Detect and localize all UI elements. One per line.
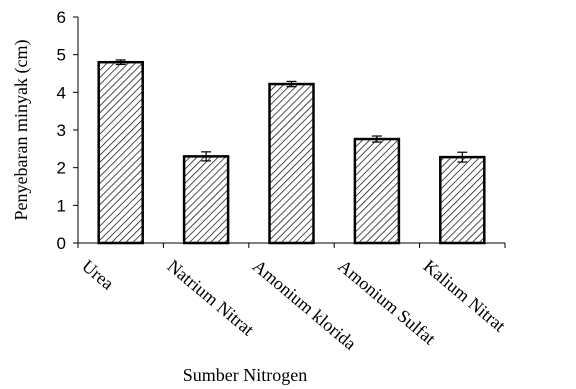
bar <box>97 60 144 245</box>
x-axis-title: Sumber Nitrogen <box>183 365 307 385</box>
y-tick-label: 4 <box>57 83 66 102</box>
y-tick-label: 6 <box>57 8 66 27</box>
bars <box>97 59 486 245</box>
y-tick-label: 2 <box>57 159 66 178</box>
y-tick-label: 0 <box>57 234 66 253</box>
y-tick-label: 5 <box>57 46 66 65</box>
category-label: Kalium Nitrat <box>420 256 510 336</box>
axes <box>73 16 506 248</box>
bar <box>439 155 486 245</box>
y-axis-title: Penyebaran minyak (cm) <box>11 40 32 221</box>
bar <box>268 82 315 245</box>
y-tick-label: 1 <box>57 196 66 215</box>
category-label: Urea <box>78 256 118 294</box>
y-tick-label: 3 <box>57 121 66 140</box>
bar <box>353 137 401 245</box>
bar <box>182 155 230 245</box>
category-label: Natrium Nitrat <box>164 256 258 340</box>
